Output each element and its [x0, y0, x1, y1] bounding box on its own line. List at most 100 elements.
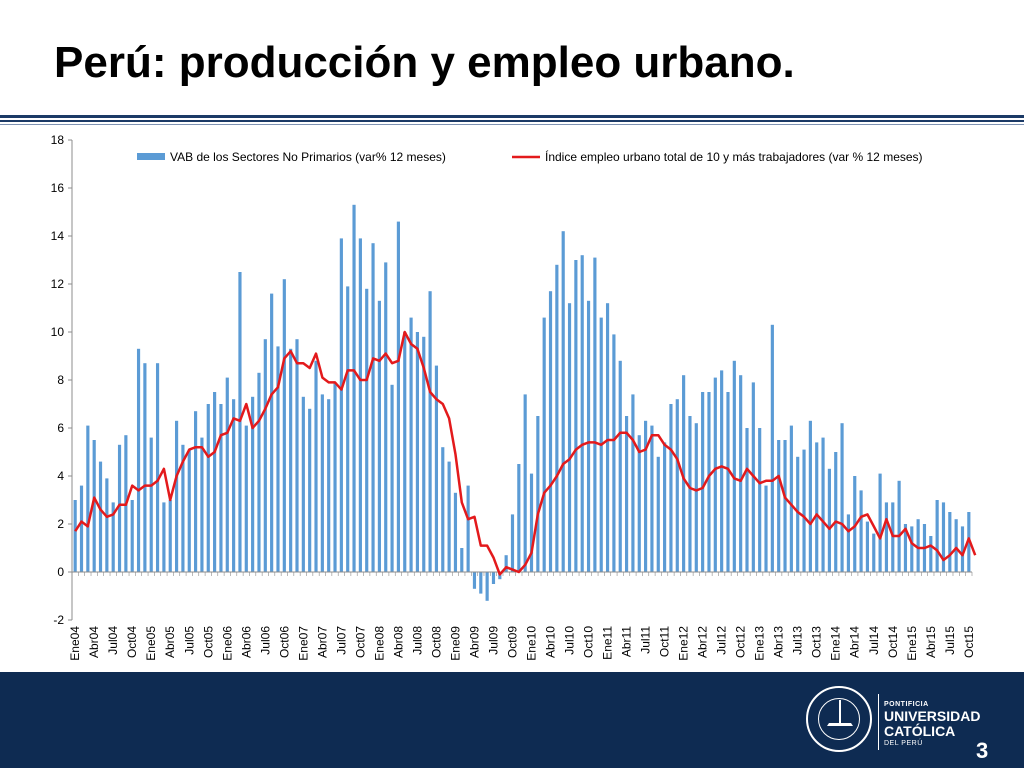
bar: [650, 425, 654, 572]
bar: [194, 411, 198, 572]
x-tick-label: Ene15: [905, 626, 919, 661]
x-tick-label: Oct15: [962, 626, 976, 658]
bar: [479, 572, 483, 594]
y-tick-label: 18: [51, 133, 65, 147]
bar: [656, 456, 660, 572]
x-tick-label: Jul09: [486, 626, 500, 655]
bar: [821, 437, 825, 572]
bar: [637, 435, 641, 572]
x-tick-label: Ene04: [68, 626, 82, 661]
bar: [409, 317, 413, 572]
university-seal-icon: [806, 686, 872, 752]
bar: [941, 502, 946, 572]
bar: [529, 473, 534, 572]
bar: [682, 375, 686, 572]
bar: [219, 404, 223, 572]
bar: [555, 264, 559, 572]
bar: [935, 500, 939, 572]
x-tick-label: Abr08: [391, 626, 405, 658]
bar: [441, 447, 445, 572]
bar: [605, 303, 610, 572]
x-tick-label: Jul11: [639, 626, 653, 654]
bar: [884, 502, 889, 572]
bar: [802, 449, 806, 572]
logo-line-universidad: UNIVERSIDAD: [884, 708, 981, 724]
bar: [897, 480, 901, 572]
bar: [878, 473, 882, 572]
bar: [713, 377, 717, 572]
bar: [688, 416, 692, 572]
bar: [504, 555, 508, 572]
bar: [669, 404, 673, 572]
y-tick-label: 4: [57, 469, 64, 483]
bar: [523, 394, 527, 572]
x-tick-label: Abr06: [239, 626, 253, 658]
x-tick-label: Abr12: [696, 626, 710, 658]
x-tick-label: Ene13: [753, 626, 767, 661]
bar: [789, 425, 793, 572]
bar: [390, 384, 394, 572]
x-axis: Ene04 Abr04 Jul04 Oct04 Ene05 Abr05 Jul05 Oct05…: [68, 571, 976, 661]
bar: [783, 440, 787, 572]
bar: [174, 420, 179, 572]
x-tick-label: Oct05: [201, 626, 215, 658]
x-tick-label: Ene08: [372, 626, 386, 661]
x-tick-label: Abr10: [544, 626, 558, 658]
bar: [339, 238, 343, 572]
bar: [853, 476, 857, 572]
slide-title: Perú: producción y empleo urbano.: [54, 38, 795, 87]
bar: [834, 452, 838, 572]
x-tick-label: Abr07: [315, 626, 329, 658]
bar: [586, 300, 591, 572]
y-tick-label: 8: [57, 373, 64, 387]
bar: [447, 461, 451, 572]
x-tick-label: Jul04: [106, 626, 120, 655]
bar: [739, 375, 743, 572]
bar: [181, 444, 185, 572]
bar: [967, 512, 971, 572]
legend-label-bars: VAB de los Sectores No Primarios (var% 1…: [170, 150, 446, 164]
bar: [910, 526, 914, 572]
seal-mast-icon: [839, 700, 841, 724]
bar: [574, 260, 578, 572]
bar: [954, 519, 958, 572]
bar: [929, 536, 933, 572]
bar: [92, 440, 96, 572]
legend-swatch-bars: [137, 153, 165, 160]
bar: [732, 360, 736, 572]
bar: [130, 500, 134, 572]
bar: [149, 437, 153, 572]
bar: [295, 339, 299, 572]
legend-label-line: Índice empleo urbano total de 10 y más t…: [545, 149, 923, 164]
logo-line-catolica: CATÓLICA: [884, 723, 956, 739]
bar: [612, 334, 616, 572]
page-number: 3: [976, 738, 989, 763]
bar: [770, 324, 774, 572]
bar: [663, 442, 667, 572]
bar: [333, 382, 337, 572]
bar: [491, 572, 496, 584]
bar: [510, 514, 515, 572]
x-tick-label: Abr13: [772, 626, 786, 658]
bar: [168, 500, 172, 572]
x-tick-label: Oct11: [658, 626, 672, 657]
legend: VAB de los Sectores No Primarios (var% 1…: [137, 149, 923, 164]
bar: [377, 300, 381, 572]
bar: [593, 257, 597, 572]
bar: [187, 449, 191, 572]
x-tick-label: Jul13: [791, 626, 805, 655]
bar: [707, 392, 711, 572]
bar: [232, 399, 236, 572]
bar: [644, 420, 648, 572]
bar: [117, 444, 122, 572]
bar: [536, 416, 540, 572]
bar: [358, 238, 362, 572]
x-tick-label: Jul10: [563, 626, 577, 655]
x-tick-label: Jul07: [334, 626, 348, 655]
line-series: [74, 330, 977, 576]
title-rule-top: [0, 115, 1024, 118]
bar: [472, 572, 477, 589]
bar: [517, 464, 521, 572]
bar: [86, 425, 90, 572]
